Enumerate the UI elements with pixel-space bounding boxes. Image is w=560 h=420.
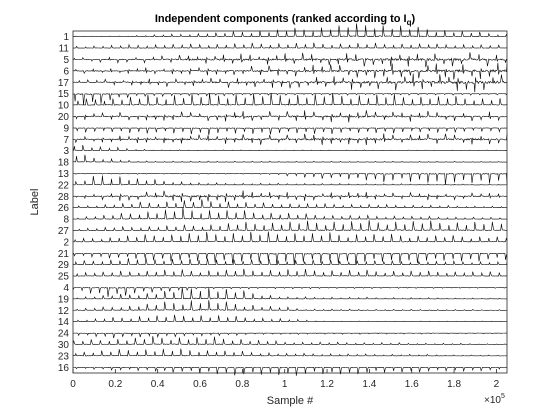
component-label: 19 bbox=[58, 294, 70, 305]
x-axis-label: Sample # bbox=[267, 395, 314, 407]
x-tick-label: 1 bbox=[282, 379, 288, 390]
component-label: 7 bbox=[63, 135, 69, 146]
x-axis-ticks: 0 0.2 0.4 0.6 0.8 1 1.2 1.4 1.6 1.8 2 bbox=[70, 369, 500, 390]
component-label: 8 bbox=[63, 215, 69, 226]
component-trace bbox=[72, 336, 508, 345]
chart-title-subscript: q bbox=[407, 18, 412, 27]
component-label: 28 bbox=[58, 192, 70, 203]
component-trace bbox=[72, 257, 508, 266]
component-label: 16 bbox=[58, 363, 70, 374]
component-label: 23 bbox=[58, 351, 70, 362]
component-label: 18 bbox=[58, 158, 70, 169]
x-tick-label: 1.2 bbox=[320, 379, 334, 390]
component-traces bbox=[72, 23, 508, 376]
x-tick-label: 0.6 bbox=[193, 379, 207, 390]
chart-title: Independent components (ranked according… bbox=[155, 13, 416, 27]
plot-area-frame bbox=[72, 30, 508, 374]
component-label: 10 bbox=[58, 101, 70, 112]
component-label: 13 bbox=[58, 169, 70, 180]
component-trace bbox=[72, 199, 508, 209]
y-axis-label: Label bbox=[29, 189, 41, 216]
component-label: 9 bbox=[63, 123, 69, 134]
component-trace bbox=[72, 172, 508, 185]
component-label: 22 bbox=[58, 180, 70, 191]
component-trace bbox=[72, 133, 508, 146]
component-trace bbox=[72, 175, 508, 186]
component-trace bbox=[72, 73, 508, 93]
component-trace bbox=[72, 207, 508, 220]
component-trace bbox=[72, 231, 508, 243]
component-trace bbox=[72, 144, 508, 152]
x-axis-exponent-power: 5 bbox=[501, 393, 505, 400]
x-tick-label: 0.2 bbox=[108, 379, 122, 390]
component-label: 5 bbox=[63, 55, 69, 66]
component-label: 1 bbox=[63, 32, 69, 43]
component-trace bbox=[72, 23, 508, 38]
component-label: 25 bbox=[58, 272, 70, 283]
component-label: 3 bbox=[63, 146, 69, 157]
component-trace bbox=[72, 300, 508, 311]
x-axis-exponent-base: ×10 bbox=[484, 395, 501, 406]
component-label: 15 bbox=[58, 89, 70, 100]
component-trace bbox=[72, 314, 508, 323]
component-trace bbox=[72, 220, 508, 232]
component-trace bbox=[72, 127, 508, 135]
component-label: 27 bbox=[58, 226, 70, 237]
component-trace bbox=[72, 286, 508, 297]
component-label: 17 bbox=[58, 78, 70, 89]
component-trace bbox=[72, 154, 508, 163]
x-tick-label: 0.4 bbox=[151, 379, 165, 390]
component-trace bbox=[72, 42, 508, 49]
component-trace bbox=[72, 348, 508, 357]
x-tick-label: 1.4 bbox=[362, 379, 376, 390]
component-label: 29 bbox=[58, 260, 70, 271]
component-label: 24 bbox=[58, 329, 70, 340]
component-trace bbox=[72, 52, 508, 68]
component-label: 12 bbox=[58, 306, 70, 317]
x-axis-exponent: ×105 bbox=[484, 393, 505, 406]
component-trace bbox=[72, 93, 508, 106]
component-label: 2 bbox=[63, 237, 69, 248]
x-tick-label: 2 bbox=[494, 379, 500, 390]
component-trace bbox=[72, 268, 508, 277]
component-trace bbox=[72, 287, 508, 300]
component-label: 6 bbox=[63, 66, 69, 77]
component-label: 11 bbox=[59, 44, 70, 55]
component-trace bbox=[72, 252, 508, 265]
chart-title-closing: ) bbox=[412, 13, 416, 25]
component-trace bbox=[72, 62, 508, 80]
chart-title-main: Independent components (ranked according… bbox=[155, 13, 407, 25]
x-tick-label: 0 bbox=[70, 379, 76, 390]
component-label: 20 bbox=[58, 112, 70, 123]
component-trace bbox=[72, 110, 508, 123]
component-label: 21 bbox=[58, 249, 70, 260]
component-trace bbox=[72, 190, 508, 203]
x-tick-label: 1.8 bbox=[447, 379, 461, 390]
x-tick-label: 0.8 bbox=[235, 379, 249, 390]
component-trace bbox=[72, 92, 508, 106]
component-label: 30 bbox=[58, 340, 70, 351]
component-label: 26 bbox=[58, 203, 70, 214]
x-tick-label: 1.6 bbox=[405, 379, 419, 390]
component-labels: 1115617151020973181322282682722129254191… bbox=[58, 32, 70, 374]
component-trace bbox=[72, 366, 508, 376]
component-label: 14 bbox=[58, 317, 70, 328]
component-label: 4 bbox=[63, 283, 69, 294]
component-trace bbox=[72, 332, 508, 339]
